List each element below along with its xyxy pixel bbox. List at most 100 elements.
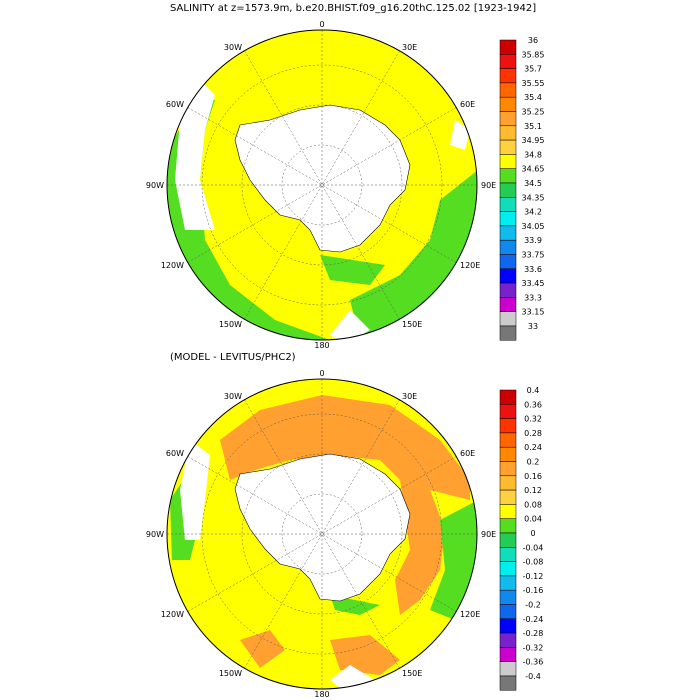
colorbar-swatch bbox=[499, 404, 517, 419]
nz-land bbox=[330, 665, 375, 689]
colorbar-swatch bbox=[499, 418, 517, 434]
colorbar-label: -0.32 bbox=[523, 643, 544, 652]
colorbar-label: 33.3 bbox=[524, 293, 542, 302]
lon-label: 60E bbox=[460, 100, 475, 109]
colorbar-swatch bbox=[499, 504, 517, 519]
colorbar-swatch bbox=[499, 532, 517, 548]
colorbar-swatch bbox=[499, 461, 517, 477]
nz-land bbox=[330, 310, 370, 340]
colorbar-label: 0.16 bbox=[524, 472, 542, 481]
colorbar-swatch bbox=[499, 311, 517, 327]
lon-label: 180 bbox=[314, 690, 329, 699]
lon-label: 120E bbox=[460, 610, 480, 619]
colorbar-label: 36 bbox=[528, 36, 538, 45]
difference-map: 0 30E 60E 90E 120E 150E 180 150W 120W 90… bbox=[146, 369, 496, 699]
colorbar-label: 33.6 bbox=[524, 265, 542, 274]
colorbar-label: 34.95 bbox=[522, 136, 545, 145]
lon-label: 0 bbox=[319, 20, 324, 29]
colorbar-label: -0.2 bbox=[525, 601, 541, 610]
colorbar-swatch bbox=[499, 68, 517, 84]
colorbar-label: -0.16 bbox=[523, 586, 544, 595]
colorbar-swatch bbox=[499, 325, 517, 341]
colorbar-swatch bbox=[499, 254, 517, 270]
map-title-top: SALINITY at z=1573.9m, b.e20.BHIST.f09_g… bbox=[170, 3, 537, 14]
colorbar-label: 34.65 bbox=[522, 165, 545, 174]
missing-area bbox=[450, 120, 470, 150]
colorbar-swatch bbox=[499, 125, 517, 141]
green-region-east bbox=[350, 170, 477, 340]
colorbar-label: -0.28 bbox=[523, 629, 544, 638]
colorbar-label: 33.15 bbox=[522, 308, 545, 317]
colorbar-swatch bbox=[499, 432, 517, 448]
colorbar-swatch bbox=[499, 618, 517, 634]
colorbar-swatch bbox=[499, 154, 517, 169]
lon-label: 150E bbox=[402, 669, 422, 678]
colorbar-swatch bbox=[499, 211, 517, 227]
lon-label: 120W bbox=[161, 261, 184, 270]
colorbar-swatch bbox=[499, 54, 517, 69]
lon-label: 30W bbox=[224, 392, 242, 401]
antarctica-land bbox=[234, 104, 411, 253]
lon-label: 150W bbox=[219, 320, 242, 329]
colorbar-label: 35.25 bbox=[522, 108, 545, 117]
colorbar-swatch bbox=[499, 575, 517, 591]
map-border bbox=[166, 378, 478, 690]
colorbar-label: -0.12 bbox=[523, 572, 544, 581]
lon-label: 150E bbox=[402, 320, 422, 329]
lon-label: 60W bbox=[166, 100, 184, 109]
colorbar-swatch bbox=[499, 82, 517, 98]
colorbar-label: 0.12 bbox=[524, 486, 542, 495]
colorbar-swatch bbox=[499, 632, 517, 648]
colorbar-swatch bbox=[499, 168, 517, 184]
lon-label: 90W bbox=[146, 530, 164, 539]
colorbar-label: 35.7 bbox=[524, 65, 542, 74]
lon-label: 150W bbox=[219, 669, 242, 678]
lon-label: 90E bbox=[481, 530, 496, 539]
colorbar-label: 0.32 bbox=[524, 415, 542, 424]
green-region-ross bbox=[320, 255, 385, 285]
colorbar-swatch bbox=[499, 661, 517, 677]
antarctica-land bbox=[234, 453, 411, 602]
colorbar-swatch bbox=[499, 197, 517, 212]
colorbar-swatch bbox=[499, 604, 517, 620]
warm-region-north bbox=[220, 395, 470, 500]
colorbar-label: 35.55 bbox=[522, 79, 545, 88]
colorbar-swatch bbox=[499, 239, 517, 255]
lon-label: 30W bbox=[224, 43, 242, 52]
colorbar-swatch bbox=[499, 675, 517, 691]
lon-label: 90W bbox=[146, 181, 164, 190]
colorbar-swatch bbox=[499, 518, 517, 534]
colorbar-label: -0.24 bbox=[523, 615, 544, 624]
colorbar-difference: 0.4 0.36 0.32 0.28 0.24 0.2 0.16 0.12 0.08 0.04 0 -… bbox=[499, 386, 544, 691]
colorbar-label: 0.2 bbox=[527, 458, 540, 467]
colorbar-swatch bbox=[499, 475, 517, 491]
green-region-west bbox=[167, 95, 330, 340]
colorbar-label: -0.08 bbox=[523, 558, 544, 567]
south-america-land bbox=[175, 80, 215, 230]
colorbar-swatch bbox=[499, 268, 517, 284]
colorbar-swatch bbox=[499, 96, 517, 112]
colorbar-swatch bbox=[499, 182, 517, 198]
lon-label: 30E bbox=[402, 392, 417, 401]
colorbar-label: 33 bbox=[528, 322, 538, 331]
colorbar-label: 34.2 bbox=[524, 208, 542, 217]
lon-label: 120W bbox=[161, 610, 184, 619]
lon-label: 60W bbox=[166, 449, 184, 458]
lon-label: 180 bbox=[314, 341, 329, 350]
colorbar-swatch bbox=[499, 225, 517, 241]
colorbar-label: 0.28 bbox=[524, 429, 542, 438]
colorbar-label: 34.5 bbox=[524, 179, 542, 188]
colorbar-label: 35.4 bbox=[524, 93, 542, 102]
colorbar-label: 34.35 bbox=[522, 193, 545, 202]
colorbar-swatch bbox=[499, 282, 517, 298]
lon-label: 60E bbox=[460, 449, 475, 458]
colorbar-label: 0.08 bbox=[524, 500, 542, 509]
colorbar-label: -0.04 bbox=[523, 543, 544, 552]
colorbar-label: 33.45 bbox=[522, 279, 545, 288]
map-title-bottom: (MODEL - LEVITUS/PHC2) bbox=[170, 352, 296, 363]
colorbar-swatch bbox=[499, 561, 517, 577]
lon-label: 0 bbox=[319, 369, 324, 378]
colorbar-label: 35.85 bbox=[522, 50, 545, 59]
colorbar-swatch bbox=[499, 297, 517, 312]
warm-region-southwest bbox=[240, 630, 285, 668]
